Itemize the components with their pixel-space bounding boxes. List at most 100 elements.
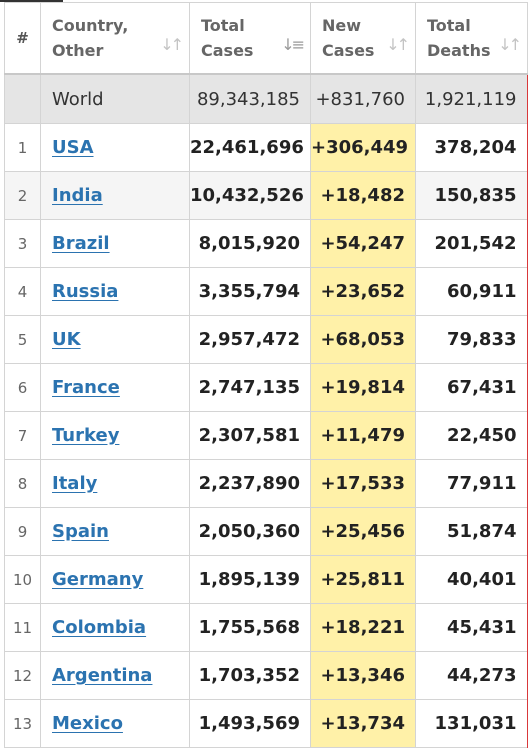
table-row: 13 Mexico 1,493,569 +13,734 131,031	[4, 699, 528, 748]
country-cell: India	[40, 171, 190, 220]
world-total-row: World 89,343,185 +831,760 1,921,119	[4, 73, 528, 124]
country-cell: Brazil	[40, 219, 190, 268]
total-cases-cell: 1,493,569	[189, 699, 311, 748]
row-index: 1	[4, 123, 41, 172]
country-cell: Mexico	[40, 699, 190, 748]
total-deaths-cell: 22,450	[415, 411, 528, 460]
country-rows: 1 USA 22,461,696 +306,449 378,204 2 India 10,43…	[4, 123, 528, 748]
table-row: 4 Russia 3,355,794 +23,652 60,911	[4, 267, 528, 316]
row-index: 8	[4, 459, 41, 508]
country-cell: Russia	[40, 267, 190, 316]
country-link[interactable]: Mexico	[52, 713, 123, 734]
world-index-cell	[4, 73, 41, 124]
country-link[interactable]: UK	[52, 329, 81, 350]
country-link[interactable]: Turkey	[52, 425, 120, 446]
row-index: 4	[4, 267, 41, 316]
total-deaths-cell: 150,835	[415, 171, 528, 220]
covid-cases-table: # Country, Other ↓↑ Total Cases ↓≡ New C…	[4, 2, 528, 748]
total-cases-cell: 22,461,696	[189, 123, 311, 172]
table-row: 7 Turkey 2,307,581 +11,479 22,450	[4, 411, 528, 460]
total-cases-cell: 2,307,581	[189, 411, 311, 460]
total-deaths-cell: 44,273	[415, 651, 528, 700]
total-cases-cell: 2,050,360	[189, 507, 311, 556]
table-row: 9 Spain 2,050,360 +25,456 51,874	[4, 507, 528, 556]
header-total-deaths-label-line1: Total	[427, 16, 471, 35]
top-divider	[0, 0, 63, 2]
table-row: 1 USA 22,461,696 +306,449 378,204	[4, 123, 528, 172]
total-cases-cell: 2,747,135	[189, 363, 311, 412]
country-link[interactable]: Russia	[52, 281, 119, 302]
table-row: 2 India 10,432,526 +18,482 150,835	[4, 171, 528, 220]
new-cases-cell: +68,053	[310, 315, 416, 364]
new-cases-cell: +54,247	[310, 219, 416, 268]
new-cases-cell: +306,449	[310, 123, 416, 172]
country-link[interactable]: USA	[52, 137, 94, 158]
header-country-label-line2: Other	[52, 41, 104, 60]
sort-descending-icon[interactable]: ↓≡	[281, 35, 305, 54]
total-deaths-cell: 40,401	[415, 555, 528, 604]
country-link[interactable]: Argentina	[52, 665, 153, 686]
total-deaths-cell: 131,031	[415, 699, 528, 748]
header-total-cases-label-line2: Cases	[201, 41, 254, 60]
country-link[interactable]: France	[52, 377, 120, 398]
world-name: World	[40, 73, 190, 124]
table-row: 12 Argentina 1,703,352 +13,346 44,273	[4, 651, 528, 700]
total-deaths-cell: 378,204	[415, 123, 528, 172]
header-total-cases[interactable]: Total Cases ↓≡	[189, 2, 311, 75]
new-cases-cell: +13,734	[310, 699, 416, 748]
total-cases-cell: 10,432,526	[189, 171, 311, 220]
country-cell: Argentina	[40, 651, 190, 700]
country-link[interactable]: Italy	[52, 473, 98, 494]
row-index: 11	[4, 603, 41, 652]
row-index: 12	[4, 651, 41, 700]
table-row: 11 Colombia 1,755,568 +18,221 45,431	[4, 603, 528, 652]
header-total-cases-label-line1: Total	[201, 16, 245, 35]
new-cases-cell: +25,456	[310, 507, 416, 556]
header-new-cases-label-line2: Cases	[322, 41, 375, 60]
total-deaths-cell: 67,431	[415, 363, 528, 412]
header-index: #	[4, 2, 41, 75]
country-cell: Colombia	[40, 603, 190, 652]
new-cases-cell: +11,479	[310, 411, 416, 460]
country-link[interactable]: Spain	[52, 521, 109, 542]
table-body: World 89,343,185 +831,760 1,921,119	[4, 73, 528, 124]
header-index-label: #	[16, 28, 29, 47]
new-cases-cell: +18,221	[310, 603, 416, 652]
total-deaths-cell: 60,911	[415, 267, 528, 316]
header-total-deaths-label-line2: Deaths	[427, 41, 491, 60]
world-total-cases: 89,343,185	[189, 73, 311, 124]
total-deaths-cell: 77,911	[415, 459, 528, 508]
country-link[interactable]: Germany	[52, 569, 144, 590]
header-new-cases-label-line1: New	[322, 16, 362, 35]
world-new-cases: +831,760	[310, 73, 416, 124]
country-cell: Germany	[40, 555, 190, 604]
table-row: 3 Brazil 8,015,920 +54,247 201,542	[4, 219, 528, 268]
total-cases-cell: 1,703,352	[189, 651, 311, 700]
new-cases-cell: +17,533	[310, 459, 416, 508]
total-deaths-cell: 79,833	[415, 315, 528, 364]
header-country[interactable]: Country, Other ↓↑	[40, 2, 190, 75]
table-header: # Country, Other ↓↑ Total Cases ↓≡ New C…	[4, 2, 528, 75]
table-row: 6 France 2,747,135 +19,814 67,431	[4, 363, 528, 412]
table-row: 8 Italy 2,237,890 +17,533 77,911	[4, 459, 528, 508]
row-index: 3	[4, 219, 41, 268]
total-cases-cell: 1,895,139	[189, 555, 311, 604]
header-new-cases[interactable]: New Cases ↓↑	[310, 2, 416, 75]
total-cases-cell: 2,957,472	[189, 315, 311, 364]
country-link[interactable]: India	[52, 185, 103, 206]
total-deaths-cell: 201,542	[415, 219, 528, 268]
new-cases-cell: +13,346	[310, 651, 416, 700]
sort-icon[interactable]: ↓↑	[160, 35, 184, 54]
sort-icon[interactable]: ↓↑	[498, 35, 522, 54]
row-index: 10	[4, 555, 41, 604]
country-link[interactable]: Colombia	[52, 617, 147, 638]
country-link[interactable]: Brazil	[52, 233, 110, 254]
header-country-label-line1: Country,	[52, 16, 129, 35]
world-total-deaths: 1,921,119	[415, 73, 528, 124]
total-cases-cell: 3,355,794	[189, 267, 311, 316]
total-cases-cell: 8,015,920	[189, 219, 311, 268]
sort-icon[interactable]: ↓↑	[386, 35, 410, 54]
country-cell: Turkey	[40, 411, 190, 460]
total-cases-cell: 1,755,568	[189, 603, 311, 652]
header-total-deaths[interactable]: Total Deaths ↓↑	[415, 2, 528, 75]
